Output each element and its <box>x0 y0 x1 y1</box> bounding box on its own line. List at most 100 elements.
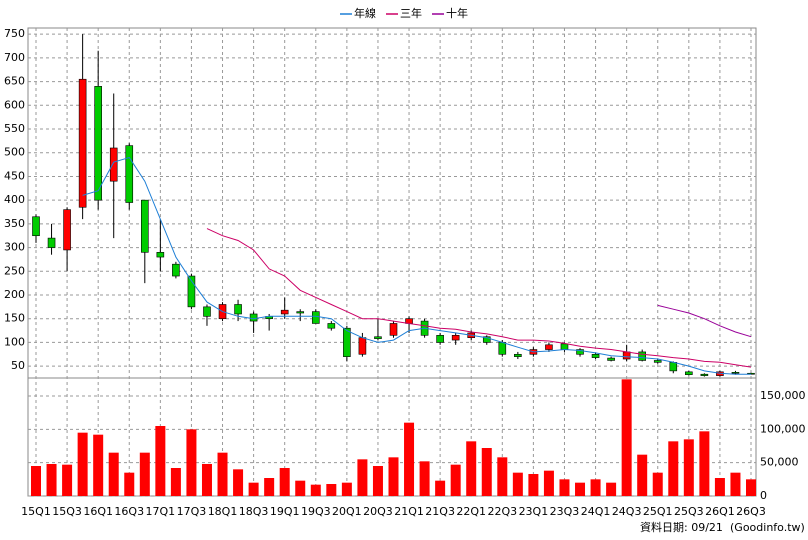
candle-body <box>94 86 102 201</box>
volume-bar <box>341 482 352 496</box>
candle-body <box>32 216 40 237</box>
candle-body <box>156 252 165 258</box>
x-tick-label: 18Q3 <box>239 505 269 518</box>
y-tick-label: 300 <box>4 241 25 254</box>
candle-body <box>172 263 180 277</box>
candle-body <box>358 337 367 355</box>
source: (Goodinfo.tw) <box>730 521 805 534</box>
x-tick-label: 16Q3 <box>114 505 144 518</box>
candle-body <box>591 353 600 358</box>
candle-body <box>374 336 382 339</box>
legend-label: 十年 <box>446 6 468 20</box>
y-tick-label: 650 <box>4 75 25 88</box>
volume-bar <box>590 479 601 496</box>
volume-bar <box>621 379 632 496</box>
x-tick-label: 22Q3 <box>487 505 517 518</box>
candle-body <box>109 147 118 182</box>
candle-body <box>622 351 631 360</box>
candle-body <box>203 306 211 317</box>
x-tick-label: 24Q3 <box>612 505 642 518</box>
x-tick-label: 20Q3 <box>363 505 393 518</box>
y-tick-label: 500 <box>4 146 25 159</box>
candle-body <box>63 209 71 251</box>
volume-bar <box>419 461 430 496</box>
candle-body <box>731 372 740 374</box>
volume-bar <box>139 452 150 496</box>
x-tick-label: 25Q1 <box>643 505 673 518</box>
candle-body <box>576 349 584 355</box>
volume-bar <box>404 422 415 496</box>
volume-bar <box>279 468 290 496</box>
candle-body <box>327 323 336 329</box>
candle-body <box>436 335 444 343</box>
y-tick-label: 50 <box>11 359 25 372</box>
x-tick-label: 21Q1 <box>394 505 424 518</box>
candle-body <box>78 78 87 208</box>
candle-body <box>669 362 678 372</box>
volume-bar <box>512 472 523 496</box>
volume-bar <box>388 457 399 496</box>
volume-bar <box>575 482 586 496</box>
candle-body <box>482 336 491 343</box>
candle-body <box>47 237 56 248</box>
y2-tick-label: 0 <box>760 489 767 502</box>
x-tick-label: 19Q3 <box>301 505 331 518</box>
volume-bar <box>155 426 166 496</box>
volume-bar <box>46 464 57 496</box>
volume-bar <box>668 441 679 496</box>
candle-body <box>451 335 460 341</box>
x-tick-label: 17Q1 <box>146 505 176 518</box>
volume-bar <box>466 441 477 496</box>
ma-line <box>206 228 752 368</box>
x-tick-label: 22Q1 <box>456 505 486 518</box>
y2-tick-label: 50,000 <box>760 456 799 469</box>
y2-tick-label: 100,000 <box>760 422 806 435</box>
volume-bar <box>652 472 663 496</box>
volume-bar <box>746 479 756 496</box>
candle-body <box>249 313 258 322</box>
x-tick-label: 25Q3 <box>674 505 704 518</box>
volume-bar <box>310 484 321 496</box>
volume-bar <box>31 466 41 496</box>
y-tick-label: 600 <box>4 98 25 111</box>
volume-bar <box>217 452 228 496</box>
y-tick-label: 700 <box>4 51 25 64</box>
volume-bar <box>559 479 570 496</box>
candle-body <box>311 311 320 324</box>
volume-bar <box>62 464 73 496</box>
footer: 資料日期: 09/21 <box>640 520 723 534</box>
legend-label: 三年 <box>400 6 422 20</box>
volume-bar <box>170 468 181 496</box>
x-tick-label: 17Q3 <box>177 505 207 518</box>
candle-body <box>638 351 646 361</box>
candle-body <box>125 145 134 203</box>
volume-bar <box>326 484 337 496</box>
x-tick-label: 18Q1 <box>208 505 238 518</box>
volume-bar <box>372 466 383 496</box>
candle-body <box>700 373 709 376</box>
candle-body <box>545 344 553 350</box>
y-tick-label: 550 <box>4 122 25 135</box>
x-tick-label: 16Q1 <box>83 505 113 518</box>
x-tick-label: 24Q1 <box>581 505 611 518</box>
volume-bar <box>730 472 741 496</box>
volume-bar <box>435 480 446 496</box>
x-tick-label: 21Q3 <box>425 505 455 518</box>
volume-bar <box>295 480 306 496</box>
candle-body <box>560 343 569 350</box>
x-tick-label: 15Q1 <box>21 505 51 518</box>
y-tick-label: 400 <box>4 193 25 206</box>
candle-body <box>141 199 149 253</box>
y-tick-label: 250 <box>4 264 25 277</box>
candle-body <box>685 371 693 375</box>
candle-body <box>514 353 522 357</box>
volume-bar <box>637 454 648 496</box>
candle-body <box>498 342 507 355</box>
volume-bar <box>528 474 539 496</box>
volume-bar <box>93 434 104 496</box>
volume-bar <box>497 457 508 496</box>
candle-body <box>280 309 289 315</box>
volume-bar <box>124 472 135 496</box>
candle-body <box>187 275 196 308</box>
